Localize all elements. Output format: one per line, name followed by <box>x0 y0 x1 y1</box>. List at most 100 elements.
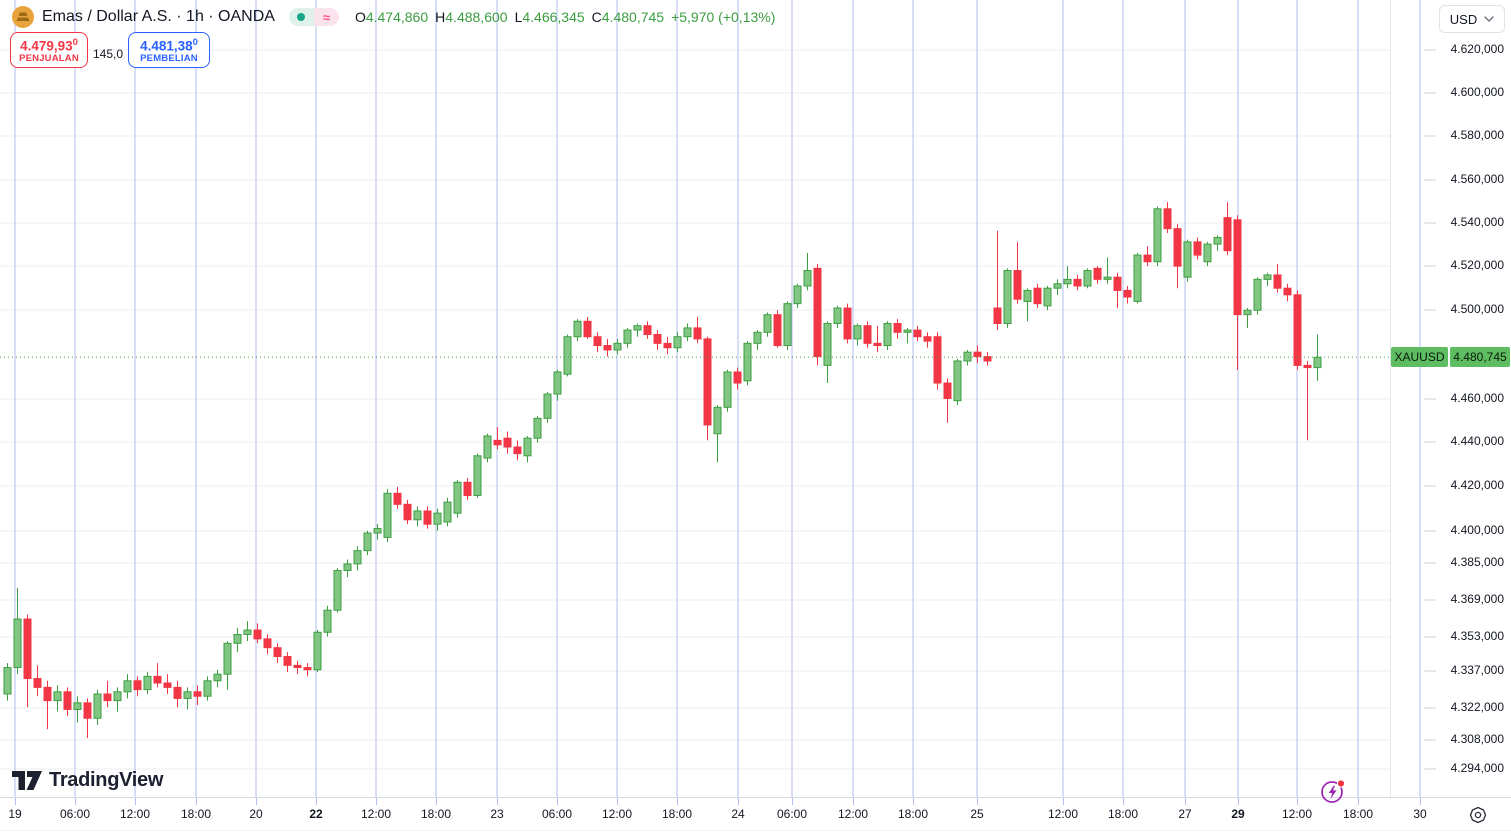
candle-body <box>853 325 862 340</box>
candle-body <box>23 618 32 680</box>
candle-body <box>1083 270 1092 287</box>
time-tick-mark <box>1123 798 1124 805</box>
time-tick-mark <box>1185 798 1186 805</box>
candle-body <box>483 435 492 459</box>
candle-body <box>1133 254 1142 302</box>
candle-body <box>603 345 612 351</box>
sell-price-sup: 0 <box>72 36 78 48</box>
price-axis[interactable]: 4.620,000 4.600,000 4.580,000 4.560,000 4.54… <box>1390 0 1511 797</box>
price-tick-label: 4.500,000 <box>1450 302 1504 316</box>
buy-price-sup: 0 <box>192 36 198 48</box>
price-tick-label: 4.540,000 <box>1450 215 1504 229</box>
time-tick-mark <box>913 798 914 805</box>
candle-body <box>843 307 852 340</box>
time-tick-label: 18:00 <box>1107 807 1139 821</box>
delayed-data-icon[interactable]: ≈ <box>313 8 339 26</box>
last-price-value-label[interactable]: 4.480,745 <box>1450 347 1510 368</box>
candle-body <box>353 550 362 565</box>
candle-body <box>1023 289 1032 302</box>
candle-body <box>93 693 102 719</box>
time-tick-mark <box>497 798 498 805</box>
time-tick-mark <box>1358 798 1359 805</box>
candle-body <box>1013 270 1022 300</box>
candle-body <box>193 691 202 697</box>
candle-body <box>703 338 712 426</box>
candle-body <box>813 267 822 358</box>
gold-symbol-icon[interactable] <box>12 6 34 28</box>
low-value: 4.466,345 <box>522 9 585 25</box>
candle-body <box>1053 283 1062 289</box>
candle-body <box>83 702 92 719</box>
candle-body <box>1123 289 1132 298</box>
candle-body <box>213 673 222 682</box>
candle-body <box>183 691 192 699</box>
candle-body <box>1313 356 1322 369</box>
buy-button[interactable]: 4.481,380 PEMBELIAN <box>128 32 210 68</box>
time-tick-label: 24 <box>731 807 745 821</box>
time-tick-label: 29 <box>1231 807 1245 821</box>
tradingview-logo[interactable]: TradingView <box>12 769 163 792</box>
currency-selector[interactable]: USD <box>1439 5 1505 33</box>
candle-body <box>373 528 382 534</box>
candle-body <box>103 693 112 702</box>
candle-body <box>903 329 912 333</box>
candle-body <box>1163 208 1172 230</box>
candle-body <box>473 455 482 497</box>
candle-body <box>1203 243 1212 263</box>
price-tick-label: 4.420,000 <box>1450 478 1504 492</box>
candle-body <box>763 314 772 333</box>
symbol-title[interactable]: Emas / Dollar A.S. · 1h · OANDA <box>42 8 275 25</box>
candle-body <box>593 336 602 347</box>
price-tick-label: 4.580,000 <box>1450 128 1504 142</box>
sell-price: 4.479,93 <box>20 38 73 54</box>
chevron-down-icon <box>1484 16 1494 22</box>
candle-body <box>563 336 572 375</box>
time-tick-label: 27 <box>1178 807 1192 821</box>
open-value: 4.474,860 <box>365 9 429 25</box>
last-price-symbol-label[interactable]: XAUUSD <box>1391 347 1448 368</box>
price-tick-label: 4.322,000 <box>1450 700 1504 714</box>
market-status-pills[interactable]: ≈ <box>288 8 339 26</box>
candle-body <box>683 327 692 338</box>
candle-body <box>413 510 422 521</box>
candle-body <box>693 327 702 340</box>
candle-body <box>343 563 352 572</box>
candle-body <box>1183 241 1192 278</box>
candle-body <box>803 270 812 287</box>
candle-body <box>153 675 162 684</box>
candle-body <box>743 342 752 382</box>
candle-body <box>573 320 582 338</box>
candle-body <box>633 325 642 331</box>
candle-body <box>423 510 432 525</box>
time-tick-mark <box>316 798 317 805</box>
candle-body <box>273 647 282 658</box>
axis-settings-gear-icon[interactable] <box>1468 805 1488 825</box>
time-tick-label: 19 <box>8 807 22 821</box>
candle-body <box>963 351 972 362</box>
currency-label: USD <box>1449 11 1478 27</box>
candle-body <box>773 314 782 347</box>
candle-body <box>1293 294 1302 366</box>
time-tick-mark <box>617 798 618 805</box>
price-tick-label: 4.440,000 <box>1450 434 1504 448</box>
candle-body <box>1103 276 1112 280</box>
time-axis[interactable]: 19 06:00 12:00 18:00 20 22 12:00 18:00 23 06:00 12… <box>0 797 1511 834</box>
low-label: L <box>514 9 523 25</box>
buy-label: PEMBELIAN <box>140 53 198 65</box>
candle-body <box>403 503 412 521</box>
sell-button[interactable]: 4.479,930 PENJUALAN <box>10 32 88 68</box>
candle-body <box>953 360 962 402</box>
flash-alerts-icon[interactable] <box>1319 777 1347 805</box>
candle-body <box>463 481 472 497</box>
candle-body <box>913 329 922 338</box>
candle-body <box>1303 364 1312 369</box>
price-tick-label: 4.460,000 <box>1450 391 1504 405</box>
time-tick-mark <box>557 798 558 805</box>
market-open-status-icon[interactable] <box>288 8 314 26</box>
price-tick-label: 4.520,000 <box>1450 258 1504 272</box>
candle-body <box>583 320 592 338</box>
time-tick-mark <box>1063 798 1064 805</box>
time-tick-label: 12:00 <box>119 807 151 821</box>
candle-body <box>943 382 952 399</box>
